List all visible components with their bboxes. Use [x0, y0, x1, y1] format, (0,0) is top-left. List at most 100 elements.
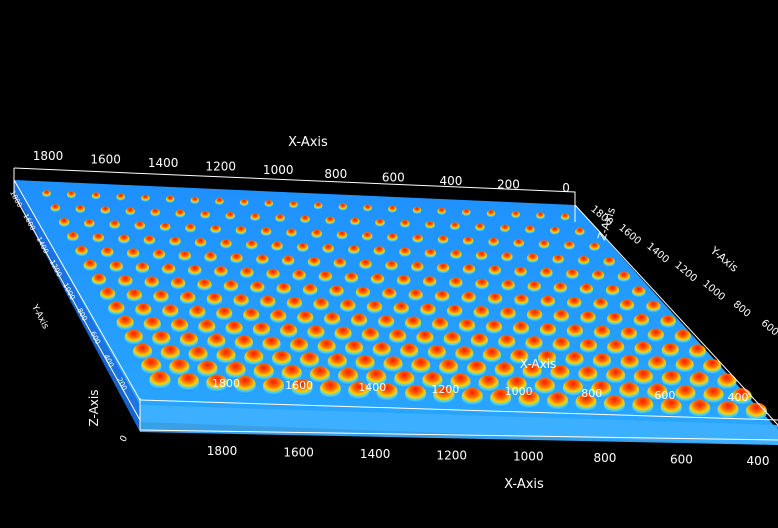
surface-bump: [510, 349, 529, 365]
surface-bump: [355, 355, 375, 372]
surface-bump: [648, 356, 667, 372]
surface-bump: [455, 346, 474, 363]
surface-bump: [603, 257, 615, 267]
surface-bump: [482, 347, 501, 364]
surface-bump: [179, 332, 198, 349]
x-axis-bottom-tick: 1000: [513, 450, 544, 464]
surface-bump: [188, 346, 208, 363]
surface-bump: [67, 232, 79, 242]
surface-bump: [539, 323, 557, 338]
surface-bump: [100, 206, 111, 215]
x-axis-bottom-tick: 800: [593, 451, 616, 465]
surface-bump: [552, 337, 570, 353]
surface-bump: [244, 349, 264, 366]
surface-bump: [324, 312, 341, 327]
surface-bump: [490, 389, 512, 408]
surface-bump: [116, 315, 134, 331]
surface-bump: [462, 236, 474, 246]
surface-bump: [536, 212, 545, 220]
surface-bump: [333, 258, 346, 269]
x-axis-bottom-tick: 1600: [283, 445, 314, 459]
surface-bump: [91, 192, 101, 200]
surface-bump: [311, 229, 323, 239]
surface-bump: [378, 315, 395, 330]
surface-bump: [593, 298, 608, 311]
surface-bump: [475, 278, 489, 291]
surface-bump: [745, 402, 768, 421]
surface-bump: [578, 255, 590, 266]
surface-bump: [351, 313, 368, 328]
surface-bump: [329, 285, 344, 298]
surface-bump: [210, 225, 221, 234]
surface-bump: [67, 191, 76, 199]
surface-bump: [553, 310, 569, 324]
surface-bump: [434, 290, 450, 303]
surface-bump: [309, 366, 330, 384]
surface-bump: [169, 359, 190, 377]
surface-bump: [207, 333, 226, 350]
x-axis-inner-tick: 1200: [431, 383, 459, 396]
surface-bump: [83, 259, 97, 272]
surface-bump: [632, 286, 646, 298]
surface-bump: [206, 374, 228, 393]
surface-bump: [101, 247, 114, 258]
surface-bump: [132, 343, 153, 360]
surface-bump: [197, 279, 212, 292]
surface-bump: [578, 366, 598, 383]
surface-bump: [276, 282, 291, 296]
surface-bump: [475, 251, 488, 261]
y-axis-right-tick: 1600: [616, 222, 643, 247]
surface-bump: [143, 317, 161, 332]
surface-bump: [275, 214, 285, 223]
x-axis-inner-tick: 1800: [212, 377, 240, 390]
surface-bump: [619, 299, 635, 312]
surface-bump: [141, 194, 150, 202]
surface-bump: [361, 328, 379, 343]
surface-bump: [215, 197, 224, 206]
surface-bump: [389, 329, 407, 345]
surface-bump: [159, 222, 171, 232]
surface-bump: [575, 393, 597, 412]
surface-bump: [592, 353, 612, 370]
surface-bump: [297, 242, 309, 253]
surface-bump: [661, 343, 679, 358]
surface-bump: [143, 235, 156, 246]
surface-bump: [165, 195, 175, 204]
z-axis-left-title: Z-Axis: [87, 390, 101, 427]
surface-bump: [256, 254, 269, 266]
surface-bump: [250, 281, 265, 294]
surface-bump: [289, 201, 298, 209]
x-axis-bottom-tick: 600: [670, 453, 693, 467]
surface-bump: [500, 224, 510, 233]
surface-bump: [348, 245, 360, 255]
surface-bump: [404, 384, 427, 403]
x-axis-top-tick: 800: [324, 167, 347, 181]
surface-bump: [266, 268, 280, 281]
y-axis-right-title: Y-Axis: [707, 243, 741, 274]
surface-bump: [511, 211, 520, 219]
surface-bump: [494, 362, 514, 379]
surface-bump: [334, 326, 352, 342]
surface-bump: [603, 395, 626, 414]
surface-bump: [522, 363, 542, 380]
surface-bump: [188, 264, 202, 277]
surface-bump: [340, 299, 356, 313]
surface-bump: [446, 304, 463, 318]
x-axis-top-tick: 1000: [263, 163, 294, 177]
surface-bump: [235, 226, 247, 236]
y-axis-left-title: Y-Axis: [29, 302, 51, 331]
surface-bump: [534, 378, 555, 396]
surface-bump: [291, 379, 313, 397]
surface-bump: [394, 370, 415, 388]
surface-bump: [264, 200, 274, 208]
surface-bump: [514, 294, 529, 307]
surface-bump: [567, 297, 582, 310]
surface-bump: [461, 291, 476, 304]
surface-bump: [412, 234, 424, 244]
surface-bump: [620, 354, 639, 371]
surface-bump: [393, 302, 409, 316]
surface-bump: [313, 298, 329, 312]
x-axis-inner-title: X-Axis: [520, 357, 557, 371]
surface-bump: [660, 398, 682, 417]
